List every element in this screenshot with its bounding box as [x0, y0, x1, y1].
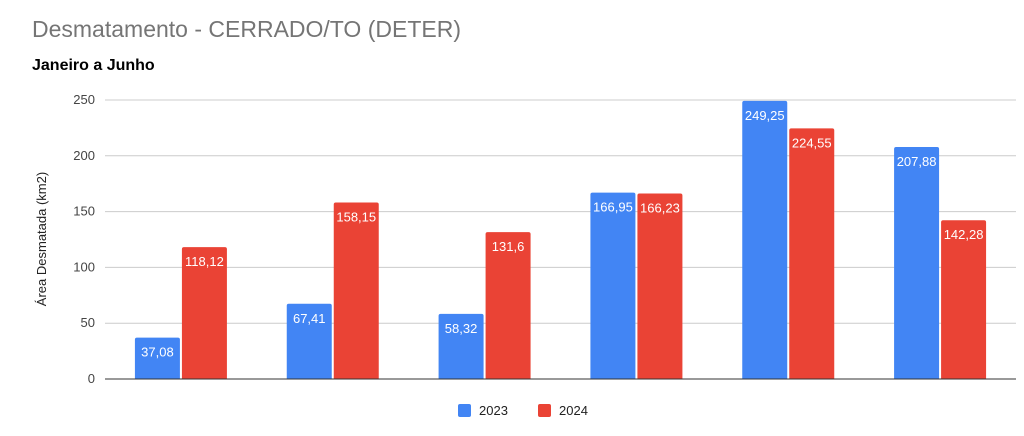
bars	[134, 100, 987, 379]
y-tick-label: 200	[73, 148, 95, 163]
y-tick-label: 0	[88, 371, 95, 386]
y-axis-ticks: 0 50 100 150 200 250	[73, 92, 95, 386]
data-label: 67,41	[293, 311, 326, 326]
bar-2024-4	[637, 193, 683, 379]
legend: 2023 2024	[458, 403, 588, 418]
data-label: 131,6	[492, 239, 525, 254]
data-label: 58,32	[445, 321, 478, 336]
data-label: 249,25	[745, 108, 785, 123]
data-label: 142,28	[944, 227, 984, 242]
data-label: 158,15	[336, 210, 376, 225]
chart-subtitle: Janeiro a Junho	[32, 57, 155, 74]
data-label: 207,88	[897, 154, 937, 169]
data-label: 166,95	[593, 200, 633, 215]
legend-swatch-2023	[458, 404, 471, 417]
y-tick-label: 100	[73, 259, 95, 274]
bar-2024-1	[181, 247, 227, 379]
y-axis-label: Área Desmatada (km2)	[34, 172, 49, 306]
data-label: 37,08	[141, 345, 174, 360]
legend-swatch-2024	[538, 404, 551, 417]
data-label: 118,12	[185, 254, 224, 269]
bar-2023-6	[894, 147, 940, 379]
legend-label-2023: 2023	[479, 403, 508, 418]
bar-2024-3	[485, 232, 531, 379]
y-tick-label: 250	[73, 92, 95, 107]
bar-2024-5	[789, 128, 835, 379]
y-tick-label: 150	[73, 204, 95, 219]
bar-2023-3	[438, 313, 484, 379]
data-labels: 37,08 67,41 58,32 166,95 249,25 207,88 118,12 1…	[141, 108, 983, 360]
bar-2024-6	[941, 220, 987, 379]
data-label: 224,55	[792, 135, 832, 150]
bar-2023-1	[134, 337, 180, 379]
bar-2023-2	[286, 303, 332, 379]
bar-2023-4	[590, 192, 636, 379]
bar-2024-2	[333, 202, 379, 379]
data-label: 166,23	[640, 200, 680, 215]
chart-title: Desmatamento - CERRADO/TO (DETER)	[32, 16, 461, 42]
bar-2023-5	[742, 100, 788, 379]
y-tick-label: 50	[81, 315, 95, 330]
gridlines	[105, 99, 1016, 324]
legend-label-2024: 2024	[559, 403, 588, 418]
